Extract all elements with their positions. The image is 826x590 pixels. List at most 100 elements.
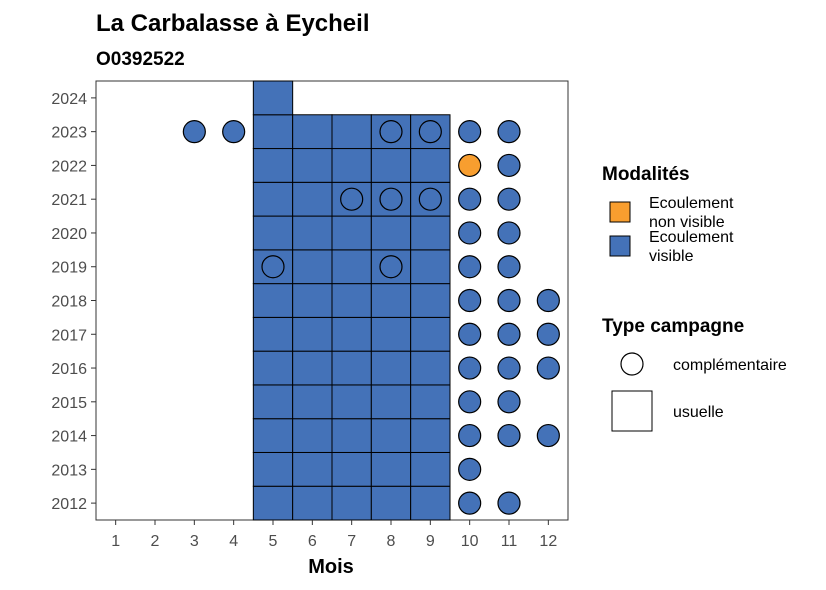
plot-marks xyxy=(182,80,560,521)
complementaire-point xyxy=(182,120,206,144)
usuelle-square xyxy=(331,283,372,318)
complementaire-point xyxy=(458,187,482,211)
usuelle-square xyxy=(252,283,294,318)
complementaire-point xyxy=(261,255,285,279)
usuelle-square xyxy=(252,485,294,521)
usuelle-square xyxy=(410,485,451,521)
usuelle-square xyxy=(370,283,412,318)
x-tick-label: 7 xyxy=(347,533,356,550)
usuelle-square xyxy=(252,181,294,217)
usuelle-square xyxy=(370,485,412,521)
complementaire-point xyxy=(222,120,246,144)
complementaire-point xyxy=(458,288,482,313)
y-tick-label: 2024 xyxy=(51,91,87,108)
usuelle-square xyxy=(331,114,372,150)
usuelle-square xyxy=(410,249,451,285)
legend-square-key xyxy=(611,390,653,432)
chart-subtitle: O0392522 xyxy=(96,49,185,70)
complementaire-point xyxy=(418,120,442,144)
complementaire-point xyxy=(497,187,521,211)
complementaire-point xyxy=(536,423,560,448)
usuelle-square xyxy=(370,451,412,487)
complementaire-point xyxy=(497,322,521,346)
usuelle-square xyxy=(292,485,333,521)
legend-type-label: usuelle xyxy=(673,404,724,421)
x-tick-label: 8 xyxy=(387,533,396,550)
x-axis-title: Mois xyxy=(308,556,354,578)
y-tick-label: 2018 xyxy=(51,294,87,311)
usuelle-square xyxy=(292,384,333,420)
complementaire-point xyxy=(497,120,521,144)
legend-modalite-label: Ecoulement xyxy=(649,229,734,246)
legend-modalite-key xyxy=(609,235,631,257)
complementaire-point xyxy=(458,221,482,245)
usuelle-square xyxy=(331,485,372,521)
usuelle-square xyxy=(370,350,412,386)
usuelle-square xyxy=(252,148,294,183)
legend-circle-key xyxy=(620,352,644,376)
complementaire-point xyxy=(497,221,521,245)
x-tick-label: 12 xyxy=(539,533,557,550)
y-tick-label: 2023 xyxy=(51,125,87,142)
usuelle-square xyxy=(252,215,294,251)
usuelle-square xyxy=(410,451,451,487)
usuelle-square xyxy=(410,148,451,183)
x-tick-label: 3 xyxy=(190,533,199,550)
legend-modalite-label: visible xyxy=(649,248,694,265)
usuelle-square xyxy=(252,80,294,116)
complementaire-point xyxy=(458,120,482,144)
usuelle-square xyxy=(292,350,333,386)
usuelle-square xyxy=(410,283,451,318)
y-tick-label: 2013 xyxy=(51,462,87,479)
x-tick-label: 5 xyxy=(269,533,278,550)
usuelle-square xyxy=(410,316,451,352)
usuelle-square xyxy=(331,215,372,251)
complementaire-point xyxy=(458,255,482,279)
usuelle-square xyxy=(410,350,451,386)
complementaire-point xyxy=(536,356,560,380)
x-tick-label: 11 xyxy=(501,533,518,550)
usuelle-square xyxy=(292,148,333,183)
usuelle-square xyxy=(331,316,372,352)
complementaire-point xyxy=(379,187,403,211)
complementaire-point xyxy=(497,356,521,380)
y-tick-label: 2016 xyxy=(51,361,87,378)
x-tick-label: 10 xyxy=(461,533,479,550)
y-tick-label: 2019 xyxy=(51,260,87,277)
complementaire-point xyxy=(418,187,442,211)
y-tick-label: 2015 xyxy=(51,395,87,412)
usuelle-square xyxy=(292,283,333,318)
x-tick-label: 2 xyxy=(151,533,160,550)
complementaire-point xyxy=(497,153,521,178)
complementaire-point xyxy=(497,288,521,313)
y-tick-label: 2012 xyxy=(51,496,87,513)
usuelle-square xyxy=(292,181,333,217)
usuelle-square xyxy=(252,350,294,386)
usuelle-square xyxy=(370,215,412,251)
complementaire-point xyxy=(379,120,403,144)
y-tick-label: 2017 xyxy=(51,327,87,344)
complementaire-point xyxy=(536,322,560,346)
chart-title: La Carbalasse à Eycheil xyxy=(96,10,370,37)
usuelle-square xyxy=(252,114,294,150)
usuelle-square xyxy=(370,418,412,453)
complementaire-point xyxy=(458,322,482,346)
complementaire-point xyxy=(536,288,560,313)
y-axis: 2012 2013 2014 2015 2016 2017 2018 2019 2020 2021… xyxy=(51,91,96,513)
complementaire-point xyxy=(458,153,482,178)
complementaire-point xyxy=(458,423,482,448)
usuelle-square xyxy=(331,384,372,420)
complementaire-point xyxy=(458,356,482,380)
legend-modalite-key xyxy=(609,201,631,223)
complementaire-point xyxy=(379,255,403,279)
usuelle-square xyxy=(292,451,333,487)
usuelle-square xyxy=(410,215,451,251)
legend-modalites-title: Modalités xyxy=(602,164,690,185)
usuelle-square xyxy=(331,350,372,386)
y-tick-label: 2021 xyxy=(51,192,87,209)
x-tick-label: 6 xyxy=(308,533,317,550)
complementaire-point xyxy=(497,491,521,515)
usuelle-square xyxy=(331,451,372,487)
usuelle-square xyxy=(410,418,451,453)
